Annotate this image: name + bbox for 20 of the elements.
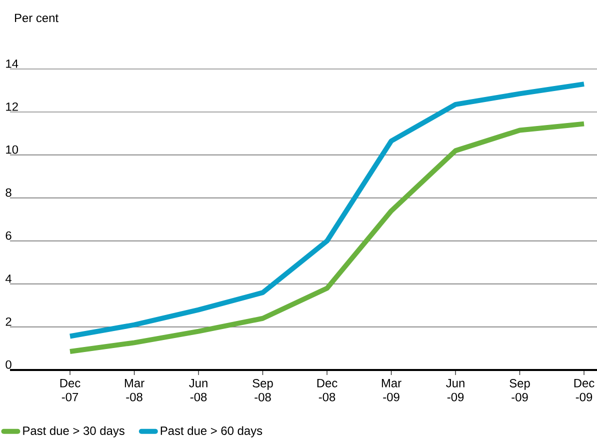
y-tick-label: 0 [6, 360, 12, 369]
legend-label: Past due > 60 days [160, 426, 262, 438]
x-tick-label: Jun -09 [446, 379, 464, 402]
y-tick-label: 2 [6, 317, 12, 326]
y-tick-label: 12 [6, 102, 18, 111]
y-tick-label: 10 [6, 145, 18, 154]
y-tick-label: 14 [6, 60, 18, 68]
x-tick-label: Dec -09 [574, 379, 594, 402]
x-tick-label: Jun -08 [189, 379, 208, 402]
x-tick-label: Dec -08 [317, 379, 338, 402]
x-tick-label: Sep -09 [510, 379, 530, 402]
x-tick-label: Mar -08 [124, 379, 144, 402]
x-tick-label: Mar -09 [382, 379, 402, 402]
x-tick-label: Sep -08 [252, 379, 273, 402]
y-tick-label: 4 [5, 274, 12, 283]
y-tick-label: 6 [6, 231, 12, 240]
x-tick-label: Dec -07 [60, 379, 80, 402]
legend-label: Past due > 30 days [23, 426, 124, 438]
y-axis-title: Per cent [15, 14, 58, 22]
y-tick-label: 8 [6, 188, 12, 197]
